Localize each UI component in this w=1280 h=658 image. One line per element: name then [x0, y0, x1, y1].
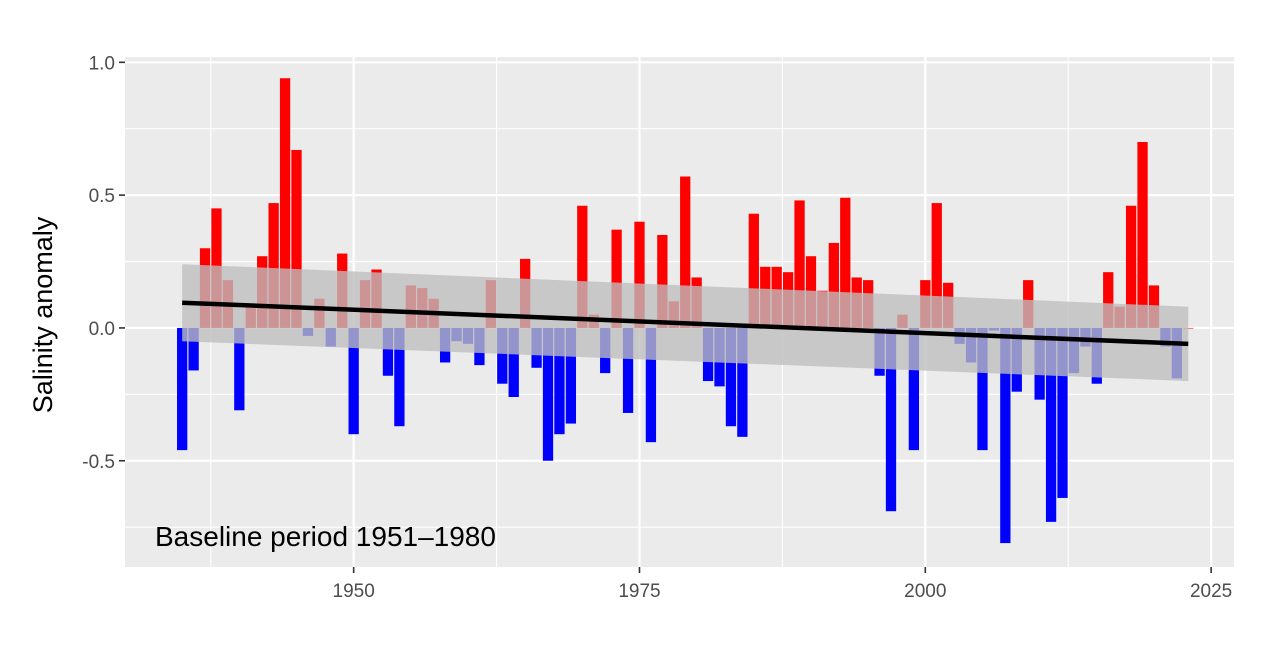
bar-2005	[977, 327, 988, 451]
y-axis: 1.0 0.5 0.0 -0.5	[82, 53, 125, 473]
bar-1969	[565, 327, 577, 424]
bar-1954	[394, 327, 405, 427]
bar-1953	[382, 327, 394, 376]
bar-1964	[508, 327, 519, 397]
trend-layer	[182, 264, 1189, 382]
bar-1970	[577, 205, 588, 328]
bar-1940	[234, 327, 245, 411]
bar-2011	[1045, 327, 1057, 522]
bar-1967	[542, 327, 554, 461]
bar-1944	[279, 78, 291, 328]
trend-line	[182, 300, 1189, 347]
baseline-annotation: Baseline period 1951–1980	[155, 521, 496, 552]
x-tick-label: 1975	[618, 581, 660, 602]
y-tick-label: 0.5	[89, 186, 115, 207]
bar-1975	[634, 221, 645, 328]
y-tick-label: 0.0	[89, 319, 115, 340]
x-tick-label: 2025	[1190, 581, 1232, 602]
bar-1993	[840, 197, 851, 328]
bar-1963	[497, 327, 508, 384]
y-tick-label: -0.5	[82, 452, 115, 473]
bar-2018	[1125, 205, 1137, 328]
y-tick-label: 1.0	[89, 53, 115, 74]
x-tick-label: 2000	[904, 581, 946, 602]
bar-1974	[622, 327, 634, 413]
x-axis: 1950 1975 2000 2025	[333, 567, 1232, 602]
bar-1992	[828, 242, 839, 328]
bar-1979	[680, 176, 691, 328]
bar-1935	[177, 327, 188, 451]
bar-2001	[931, 203, 942, 328]
bar-1983	[725, 327, 737, 427]
bar-1985	[748, 213, 759, 328]
bar-1976	[645, 327, 657, 443]
bar-1977	[657, 234, 668, 328]
bar-1997	[885, 327, 897, 512]
x-tick-label: 1950	[333, 581, 375, 602]
bar-2016	[1103, 272, 1114, 328]
bar-1999	[908, 327, 920, 451]
bar-1936	[188, 327, 199, 371]
y-axis-title: Salinity anomaly	[28, 216, 58, 413]
bar-1984	[737, 327, 748, 437]
bar-1973	[611, 229, 622, 328]
bar-2019	[1137, 142, 1148, 328]
bar-2007	[1000, 327, 1011, 544]
bar-1945	[291, 149, 302, 328]
bar-1968	[554, 327, 565, 435]
bar-2012	[1057, 327, 1068, 498]
bar-1989	[794, 200, 805, 328]
bar-1950	[348, 327, 359, 435]
bar-1943	[268, 203, 279, 328]
